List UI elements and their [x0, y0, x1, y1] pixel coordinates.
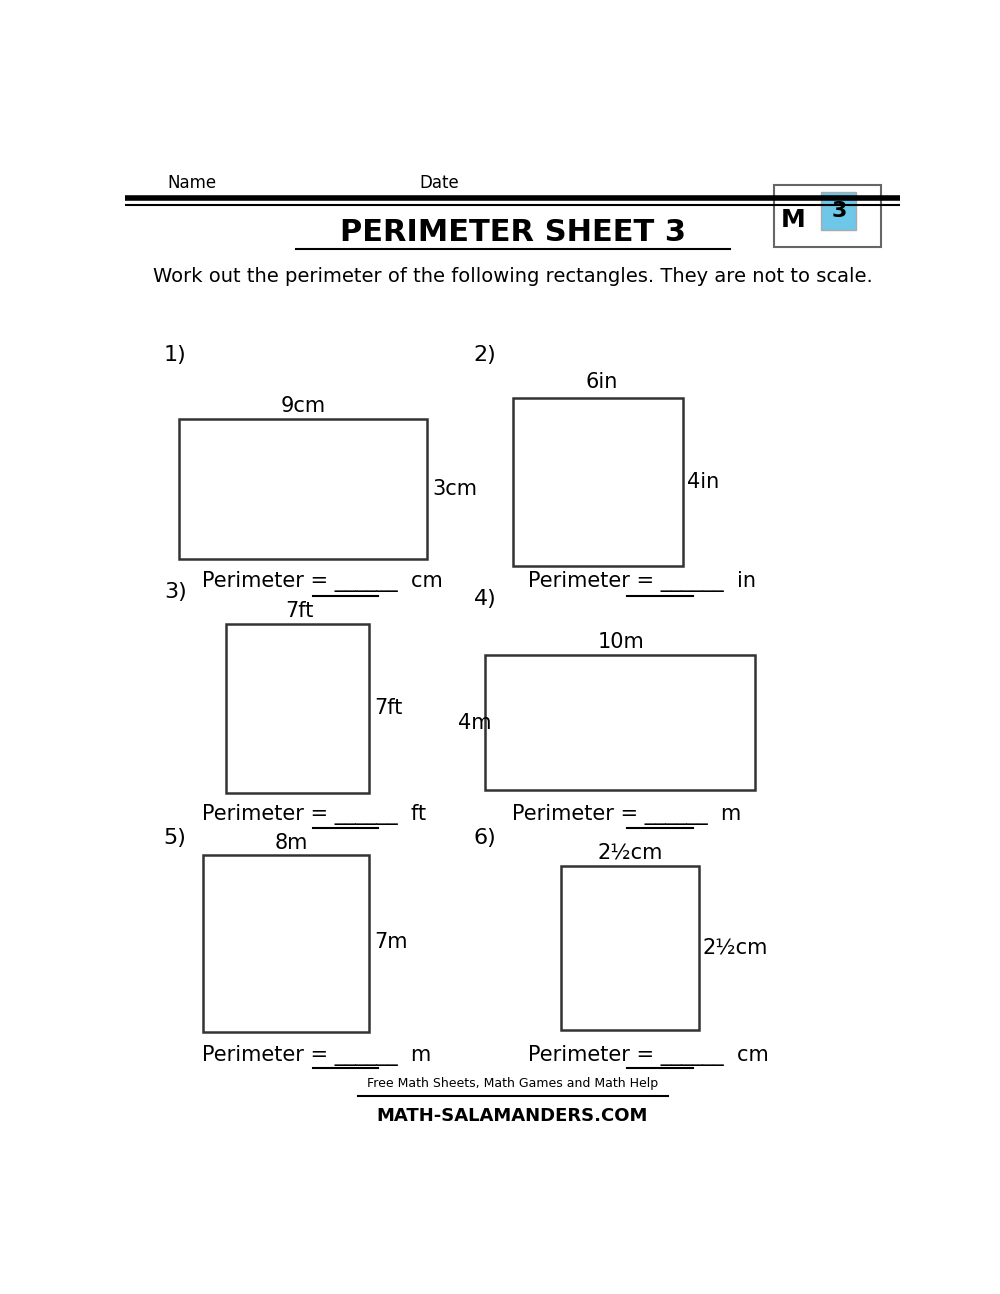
- Text: Perimeter = ______  m: Perimeter = ______ m: [512, 805, 742, 826]
- Text: 7m: 7m: [375, 933, 408, 952]
- Text: 10m: 10m: [598, 631, 644, 651]
- Text: 7ft: 7ft: [375, 699, 403, 718]
- Bar: [561, 866, 698, 1030]
- Text: Name: Name: [168, 175, 217, 192]
- Text: 6in: 6in: [585, 373, 618, 392]
- Text: Perimeter = ______  cm: Perimeter = ______ cm: [528, 1044, 769, 1065]
- Text: Work out the perimeter of the following rectangles. They are not to scale.: Work out the perimeter of the following …: [153, 268, 872, 286]
- Text: Perimeter = ______  ft: Perimeter = ______ ft: [202, 805, 427, 826]
- Bar: [202, 855, 369, 1033]
- Bar: [226, 624, 369, 793]
- Text: 3: 3: [831, 201, 846, 221]
- Text: Perimeter = ______  in: Perimeter = ______ in: [528, 571, 756, 593]
- Text: Free Math Sheets, Math Games and Math Help: Free Math Sheets, Math Games and Math He…: [367, 1078, 658, 1091]
- Text: 5): 5): [164, 828, 187, 848]
- Text: 3): 3): [164, 582, 186, 602]
- Text: 2½cm: 2½cm: [702, 937, 768, 958]
- Text: MATH-SALAMANDERS.COM: MATH-SALAMANDERS.COM: [377, 1106, 648, 1124]
- Text: 7ft: 7ft: [285, 600, 314, 621]
- Text: 1): 1): [164, 344, 186, 365]
- Text: 8m: 8m: [275, 833, 308, 853]
- Text: Perimeter = ______  cm: Perimeter = ______ cm: [202, 571, 443, 593]
- Text: Date: Date: [420, 175, 459, 192]
- Text: PERIMETER SHEET 3: PERIMETER SHEET 3: [340, 219, 686, 247]
- Text: 4in: 4in: [687, 472, 719, 492]
- Text: 3cm: 3cm: [433, 479, 478, 499]
- Bar: [485, 656, 755, 789]
- Text: Perimeter = ______  m: Perimeter = ______ m: [202, 1044, 432, 1065]
- Bar: [512, 399, 683, 565]
- Bar: [774, 185, 881, 247]
- Text: 9cm: 9cm: [281, 396, 326, 417]
- Text: M: M: [781, 208, 805, 232]
- Text: 2½cm: 2½cm: [598, 842, 663, 863]
- Text: 2): 2): [474, 344, 496, 365]
- Text: 4m: 4m: [458, 713, 492, 734]
- Text: 6): 6): [474, 828, 496, 848]
- Bar: [179, 419, 427, 559]
- Bar: [821, 192, 856, 230]
- Text: 4): 4): [474, 589, 496, 608]
